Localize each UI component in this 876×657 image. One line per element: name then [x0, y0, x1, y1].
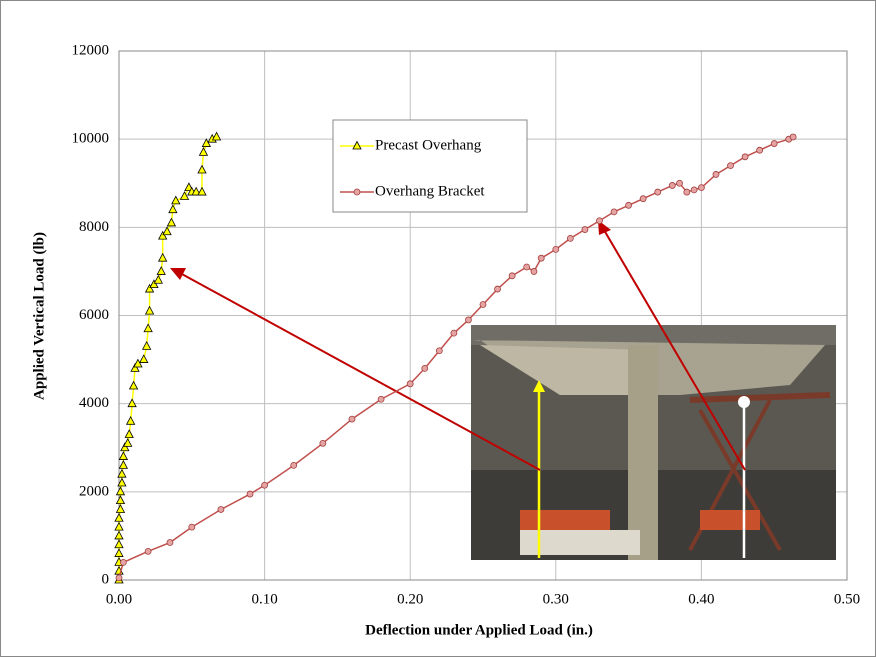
chart: 0 2000 4000 6000 8000 10000 12000 0.00 0.10 0.20 0…: [0, 0, 876, 657]
marker: [713, 171, 719, 177]
marker: [495, 286, 501, 292]
marker: [553, 246, 559, 252]
marker: [531, 268, 537, 274]
marker: [655, 189, 661, 195]
x-axis-title: Deflection under Applied Load (in.): [365, 622, 593, 638]
marker: [757, 147, 763, 153]
marker: [189, 524, 195, 530]
marker: [524, 264, 530, 270]
marker: [145, 548, 151, 554]
marker: [684, 189, 690, 195]
x-tick-label: 0.30: [543, 591, 569, 607]
marker: [451, 330, 457, 336]
marker: [728, 163, 734, 169]
x-tick-label: 0.00: [106, 591, 132, 607]
x-tick-label: 0.40: [688, 591, 714, 607]
marker: [247, 491, 253, 497]
marker: [790, 134, 796, 140]
marker: [611, 209, 617, 215]
marker: [582, 227, 588, 233]
y-tick-label: 8000: [79, 219, 109, 235]
marker: [640, 196, 646, 202]
y-axis-title: Applied Vertical Load (lb): [31, 232, 47, 400]
marker: [677, 180, 683, 186]
y-tick-label: 2000: [79, 483, 109, 499]
y-tick-label: 4000: [79, 395, 109, 411]
marker: [596, 218, 602, 224]
marker: [262, 482, 268, 488]
marker: [742, 154, 748, 160]
photo-inset: [471, 325, 836, 560]
marker: [320, 440, 326, 446]
x-tick-label: 0.10: [251, 591, 277, 607]
marker: [480, 301, 486, 307]
x-tick-label: 0.50: [834, 591, 860, 607]
legend-label: Overhang Bracket: [375, 183, 485, 199]
marker: [771, 141, 777, 147]
marker: [354, 189, 360, 195]
x-tick-label: 0.20: [397, 591, 423, 607]
marker: [422, 365, 428, 371]
marker: [669, 182, 675, 188]
legend-label: Precast Overhang: [375, 137, 482, 153]
marker: [436, 348, 442, 354]
marker: [509, 273, 515, 279]
marker: [626, 202, 632, 208]
marker: [465, 317, 471, 323]
marker: [218, 506, 224, 512]
marker: [567, 235, 573, 241]
marker: [407, 381, 413, 387]
marker: [116, 575, 122, 581]
marker: [378, 396, 384, 402]
marker: [167, 540, 173, 546]
marker: [698, 185, 704, 191]
marker: [291, 462, 297, 468]
y-tick-label: 6000: [79, 307, 109, 323]
y-tick-label: 12000: [72, 42, 110, 58]
marker: [349, 416, 355, 422]
marker: [691, 187, 697, 193]
marker: [120, 559, 126, 565]
marker: [538, 255, 544, 261]
y-tick-label: 0: [102, 571, 110, 587]
y-tick-label: 10000: [72, 131, 110, 147]
